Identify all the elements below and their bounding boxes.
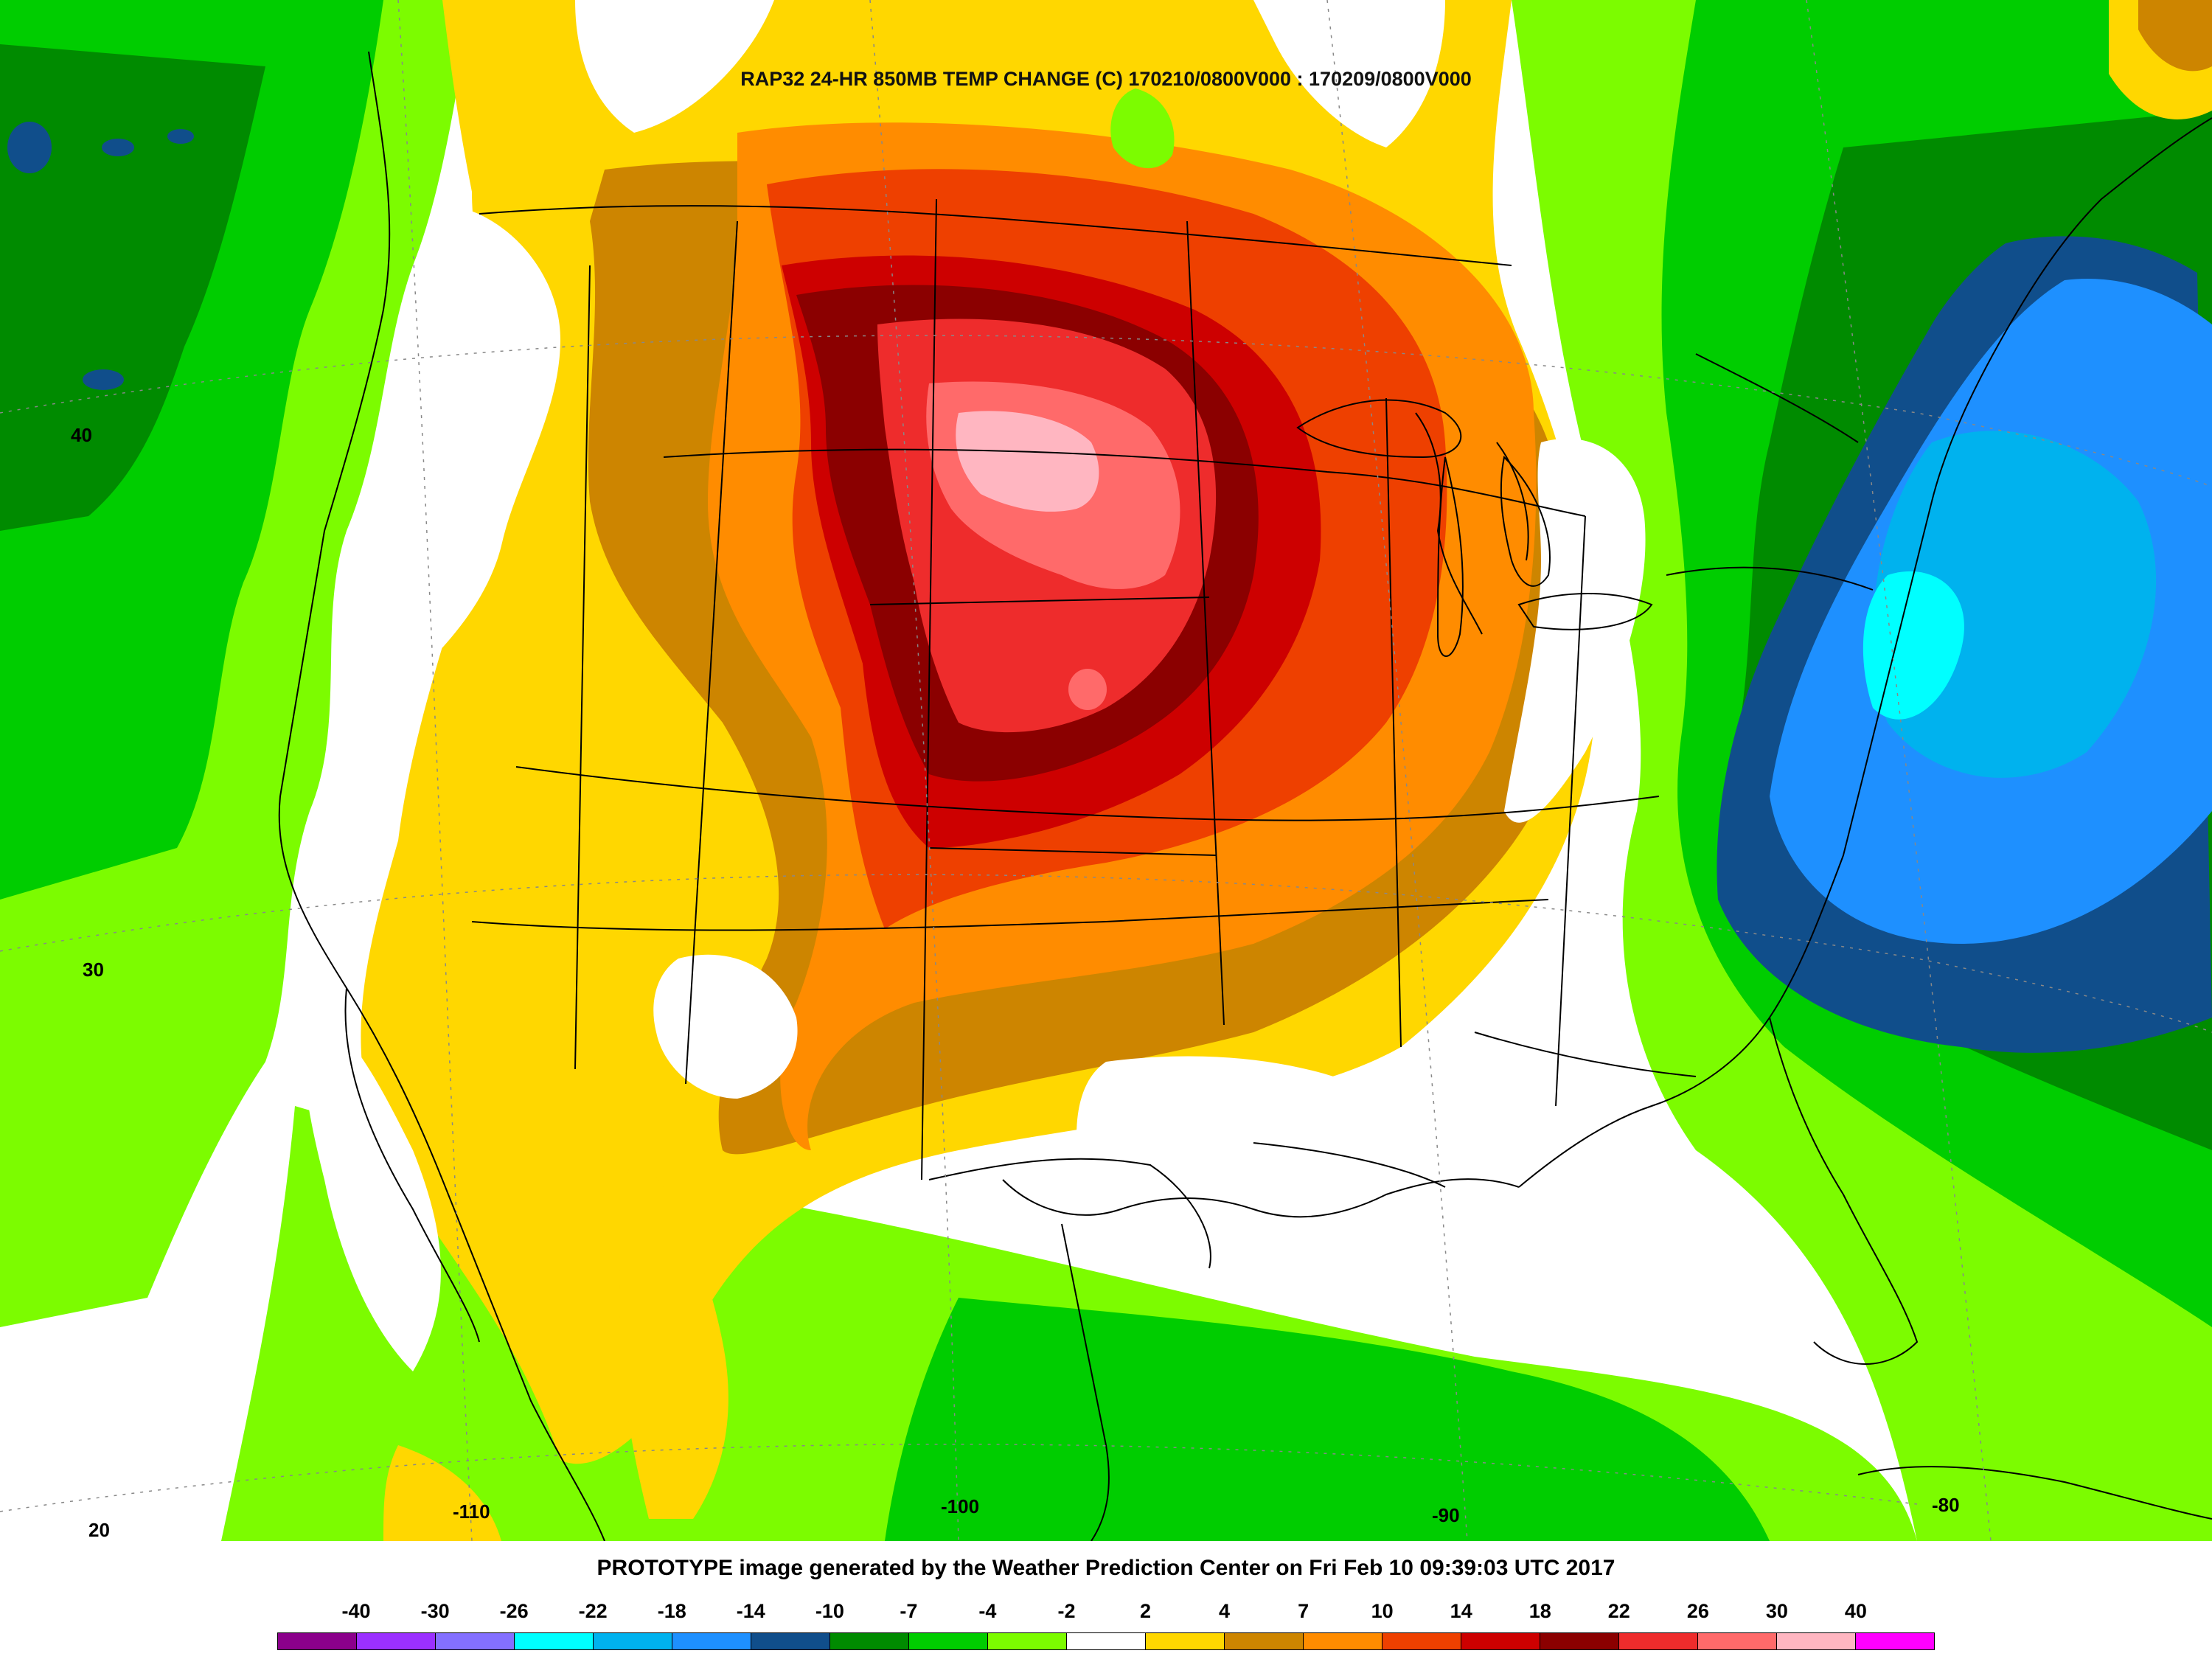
legend-label: -40 xyxy=(341,1600,371,1622)
longitude-label-110: -110 xyxy=(453,1500,490,1523)
rockies-white-region xyxy=(406,206,560,678)
legend-swatch xyxy=(672,1633,751,1649)
legend-swatch xyxy=(515,1633,594,1649)
legend-swatch xyxy=(436,1633,515,1649)
central-pink-region xyxy=(956,411,1099,512)
graticule xyxy=(0,0,2212,1541)
southwest-white-region xyxy=(653,954,798,1099)
texas-white-region xyxy=(1077,1056,1460,1270)
longitude-label-90: -90 xyxy=(1432,1504,1460,1526)
temperature-change-map xyxy=(0,0,2212,1541)
legend-label: -30 xyxy=(420,1600,450,1622)
legend-label: -2 xyxy=(1057,1600,1076,1622)
legend-label: 2 xyxy=(1140,1600,1152,1622)
legend-label: 4 xyxy=(1219,1600,1231,1622)
northwest-white-region xyxy=(575,0,774,133)
legend-label: 7 xyxy=(1298,1600,1310,1622)
longitude-label-80: -80 xyxy=(1932,1494,1960,1516)
legend-label: -18 xyxy=(657,1600,686,1622)
northern-mexico-yellow-region xyxy=(619,1150,728,1519)
legend-label: -26 xyxy=(499,1600,529,1622)
great-lakes xyxy=(1296,399,1653,657)
northeast-white-region xyxy=(1253,0,1445,147)
legend-swatch xyxy=(1304,1633,1382,1649)
legend-swatch xyxy=(1067,1633,1146,1649)
latitude-label-30: 30 xyxy=(83,959,104,981)
legend-label: 26 xyxy=(1686,1600,1709,1622)
legend-label: 18 xyxy=(1528,1600,1551,1622)
footer: PROTOTYPE image generated by the Weather… xyxy=(0,1541,2212,1659)
northeast-corner-brown-region xyxy=(2138,0,2212,72)
latitude-label-20: 20 xyxy=(88,1519,110,1541)
legend-swatch xyxy=(1619,1633,1698,1649)
legend-label: 40 xyxy=(1844,1600,1867,1622)
legend-swatch xyxy=(830,1633,909,1649)
legend-labels: -40 -30 -26 -22 -18 -14 -10 -7 -4 -2 2 4 7 10 14 18 22 26… xyxy=(0,1600,2212,1630)
legend-label: -4 xyxy=(978,1600,997,1622)
legend-label: 22 xyxy=(1607,1600,1630,1622)
legend-swatch xyxy=(909,1633,988,1649)
legend-label: 10 xyxy=(1371,1600,1394,1622)
gulf-yellow-region xyxy=(383,1445,501,1541)
gulf-green-region xyxy=(885,1298,1770,1541)
latitude-label-40: 40 xyxy=(71,424,92,446)
mexico-white-region xyxy=(303,1003,441,1371)
legend-swatch xyxy=(1382,1633,1461,1649)
legend-label: -22 xyxy=(578,1600,608,1622)
legend-swatch xyxy=(988,1633,1067,1649)
color-legend-bar xyxy=(277,1632,1935,1650)
legend-label: 30 xyxy=(1765,1600,1788,1622)
legend-swatch xyxy=(1461,1633,1540,1649)
east-light-blue-region xyxy=(1873,431,2157,778)
legend-swatch xyxy=(594,1633,672,1649)
legend-swatch xyxy=(1856,1633,1934,1649)
east-cyan-region xyxy=(1863,571,1964,720)
legend-label: -10 xyxy=(815,1600,844,1622)
legend-swatch xyxy=(278,1633,357,1649)
legend-swatch xyxy=(1225,1633,1304,1649)
northwest-lime-region xyxy=(1110,88,1175,169)
map-title: RAP32 24-HR 850MB TEMP CHANGE (C) 170210… xyxy=(740,68,1472,90)
legend-label: 14 xyxy=(1450,1600,1472,1622)
appalachian-white-region xyxy=(1504,438,1646,823)
coastlines xyxy=(278,51,2212,1541)
legend-label: -7 xyxy=(900,1600,918,1622)
pacific-dark-green-region xyxy=(0,44,265,531)
legend-swatch xyxy=(1777,1633,1856,1649)
legend-label: -14 xyxy=(736,1600,765,1622)
political-boundaries xyxy=(471,198,1874,1269)
legend-swatch xyxy=(751,1633,830,1649)
legend-swatch xyxy=(1540,1633,1619,1649)
legend-swatch xyxy=(357,1633,436,1649)
shaded-contour-field xyxy=(0,0,2212,1541)
longitude-label-100: -100 xyxy=(941,1495,980,1517)
map-panel: RAP32 24-HR 850MB TEMP CHANGE (C) 170210… xyxy=(0,0,2212,1541)
footer-note: PROTOTYPE image generated by the Weather… xyxy=(597,1556,1615,1580)
legend-swatch xyxy=(1146,1633,1225,1649)
legend-swatch xyxy=(1698,1633,1777,1649)
